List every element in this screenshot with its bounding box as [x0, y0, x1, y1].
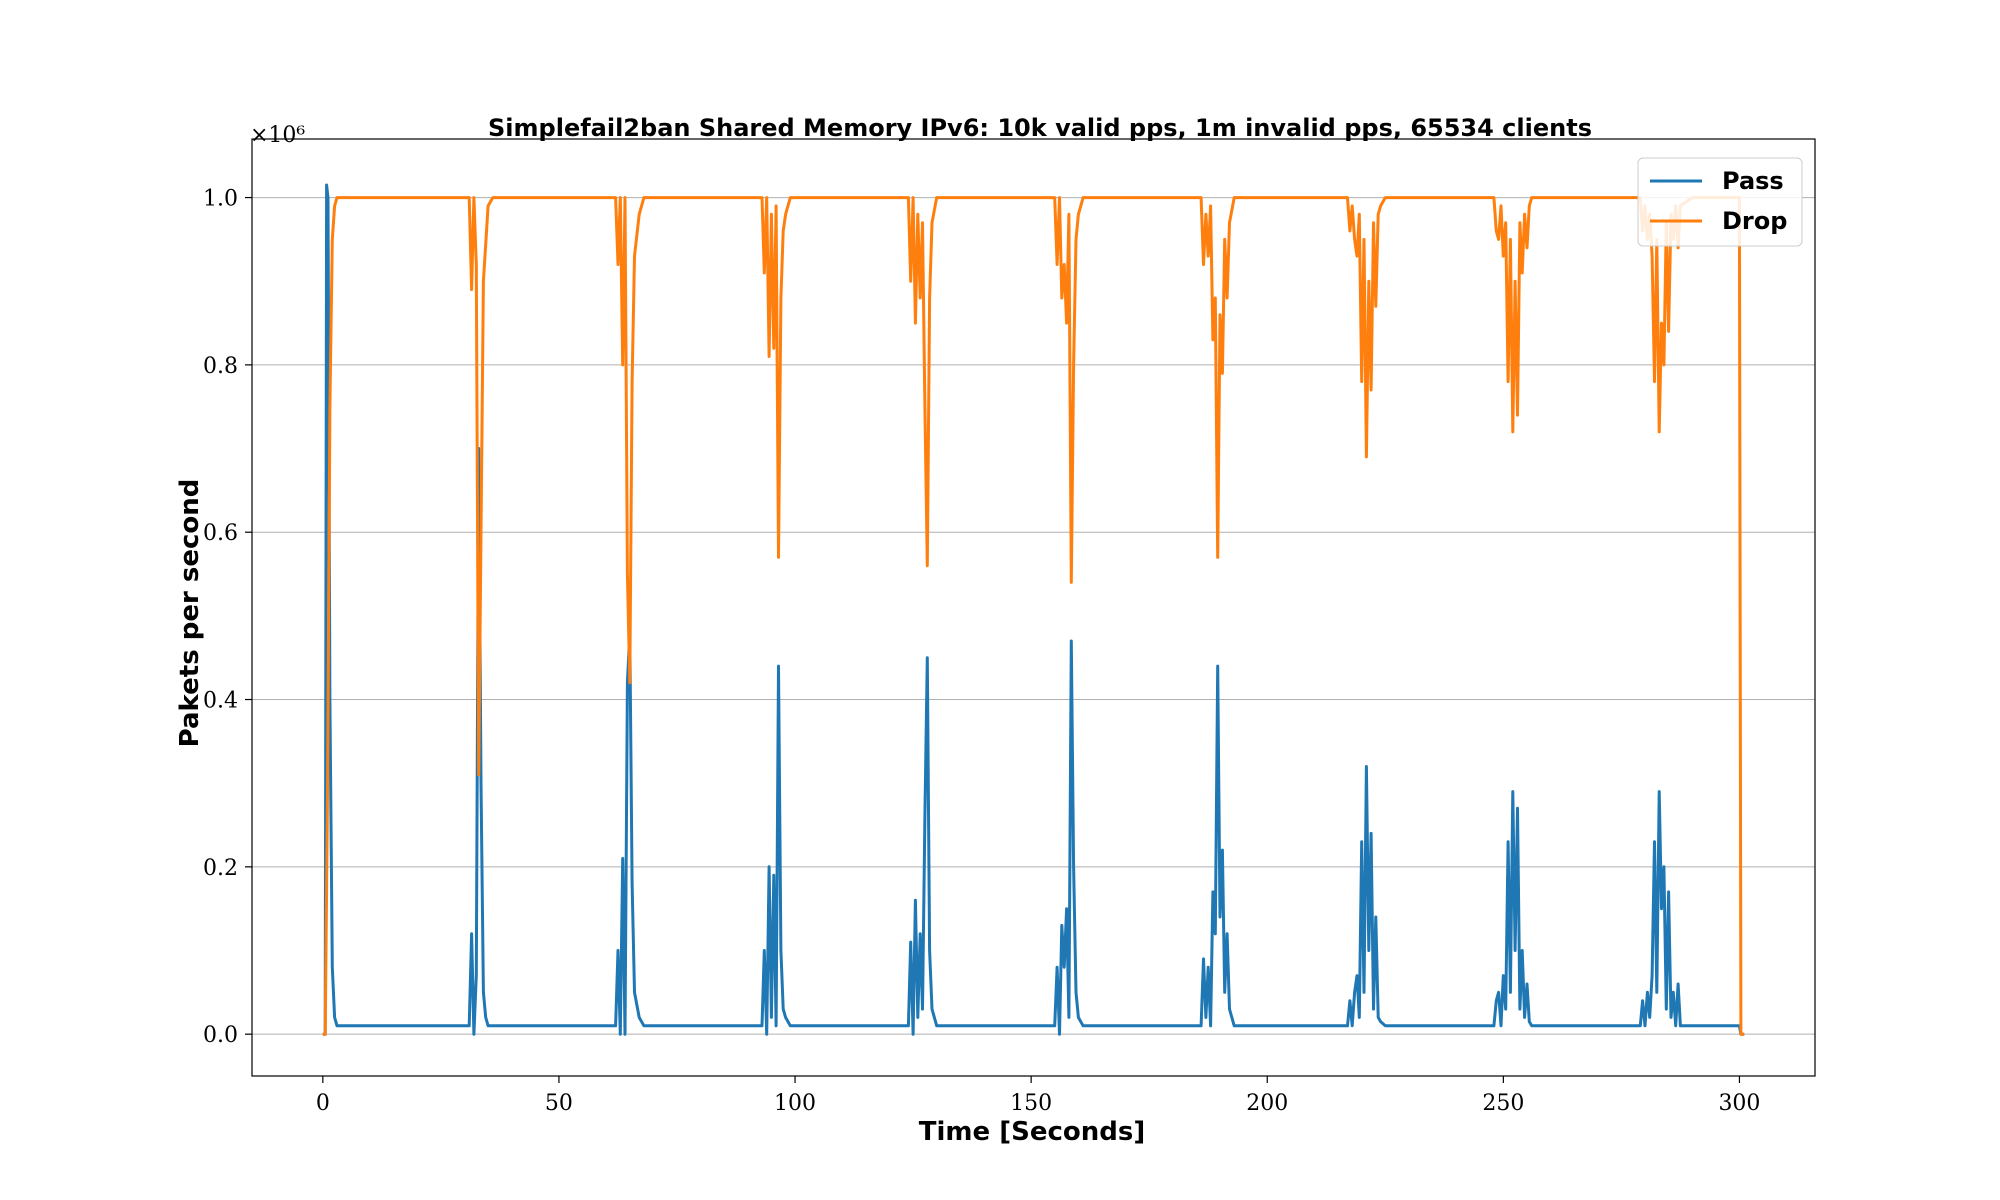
x-tick-label-0: 0	[316, 1091, 330, 1116]
legend-label-pass: Pass	[1722, 167, 1784, 195]
y-tick-label-5: 1.0	[203, 187, 238, 212]
x-tick-label-4: 200	[1246, 1091, 1288, 1116]
y-tick-label-2: 0.4	[203, 689, 238, 714]
series-line-drop	[322, 196, 1745, 1036]
y-tick-label-4: 0.8	[203, 354, 238, 379]
chart-title: Simplefail2ban Shared Memory IPv6: 10k v…	[488, 114, 1592, 142]
x-tick-label-6: 300	[1718, 1091, 1760, 1116]
legend-label-drop: Drop	[1722, 207, 1787, 235]
grid-lines	[252, 197, 1815, 1035]
series-line-pass	[322, 183, 1745, 1036]
y-axis-ticks: 0.0 0.2 0.4 0.6 0.8 1.0	[203, 187, 252, 1048]
x-axis-ticks: 0 50 100 150 200 250 300	[316, 1076, 1760, 1116]
y-tick-label-1: 0.2	[203, 856, 238, 881]
y-offset-label: ×10⁶	[250, 123, 305, 148]
plot-area-frame	[251, 138, 1816, 1077]
series-lines	[322, 183, 1745, 1036]
y-axis-label: Pakets per second	[175, 479, 205, 748]
x-axis-label: Time [Seconds]	[919, 1117, 1145, 1147]
y-tick-label-0: 0.0	[203, 1023, 238, 1048]
legend: Pass Drop	[1637, 157, 1803, 247]
x-tick-label-5: 250	[1482, 1091, 1524, 1116]
y-tick-label-3: 0.6	[203, 521, 238, 546]
x-tick-label-1: 50	[545, 1091, 573, 1116]
x-tick-label-3: 150	[1010, 1091, 1052, 1116]
x-tick-label-2: 100	[774, 1091, 816, 1116]
